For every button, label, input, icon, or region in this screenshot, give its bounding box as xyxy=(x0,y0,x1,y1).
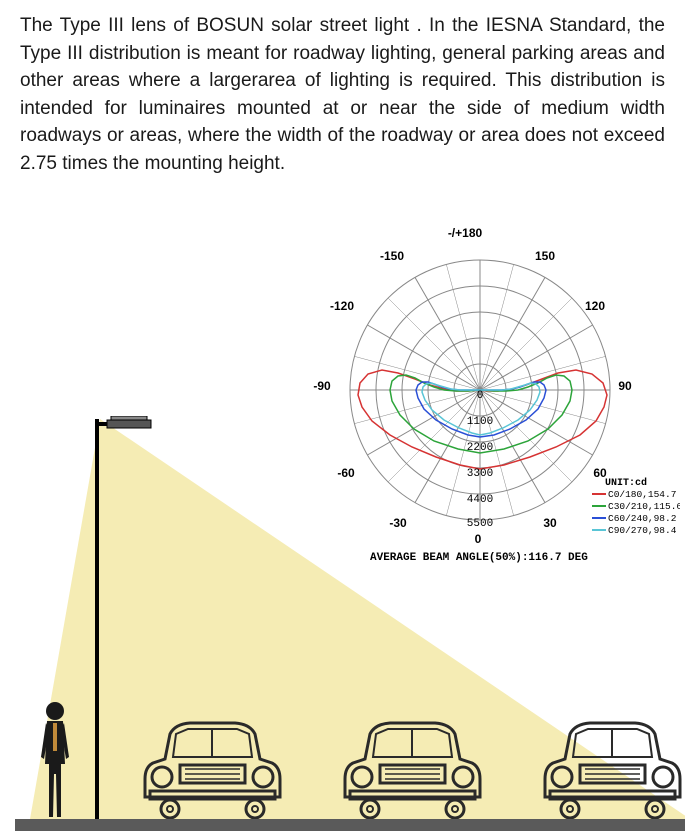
svg-text:90: 90 xyxy=(618,379,632,393)
svg-text:30: 30 xyxy=(543,516,557,530)
svg-text:5500: 5500 xyxy=(467,518,493,530)
svg-text:-150: -150 xyxy=(380,249,404,263)
svg-text:C90/270,98.4: C90/270,98.4 xyxy=(608,525,677,536)
svg-text:-30: -30 xyxy=(389,516,407,530)
car-silhouette xyxy=(340,719,485,819)
svg-text:150: 150 xyxy=(535,249,555,263)
svg-text:120: 120 xyxy=(585,299,605,313)
svg-text:0: 0 xyxy=(477,390,484,402)
svg-text:-60: -60 xyxy=(337,466,355,480)
svg-text:-120: -120 xyxy=(330,299,354,313)
polar-distribution-chart: -/+180-150150-120120-9090-6060-303000110… xyxy=(300,225,680,595)
svg-text:3300: 3300 xyxy=(467,468,493,480)
svg-text:C0/180,154.7: C0/180,154.7 xyxy=(608,489,676,500)
svg-text:AVERAGE BEAM ANGLE(50%):116.7: AVERAGE BEAM ANGLE(50%):116.7 DEG xyxy=(370,552,588,564)
svg-text:C30/210,115.6: C30/210,115.6 xyxy=(608,501,680,512)
svg-text:UNIT:cd: UNIT:cd xyxy=(605,477,647,489)
person-silhouette xyxy=(35,699,75,819)
svg-text:C60/240,98.2: C60/240,98.2 xyxy=(608,513,677,524)
svg-text:1100: 1100 xyxy=(467,416,493,428)
car-silhouette xyxy=(540,719,685,819)
svg-text:-90: -90 xyxy=(313,379,331,393)
description-text: The Type III lens of BOSUN solar street … xyxy=(0,0,685,177)
svg-text:2200: 2200 xyxy=(467,442,493,454)
street-light-pole xyxy=(95,419,99,819)
ground xyxy=(15,819,685,831)
svg-text:-/+180: -/+180 xyxy=(448,226,483,240)
svg-text:0: 0 xyxy=(475,532,482,546)
car-silhouette xyxy=(140,719,285,819)
street-light-fixture xyxy=(99,416,159,426)
svg-text:4400: 4400 xyxy=(467,494,493,506)
